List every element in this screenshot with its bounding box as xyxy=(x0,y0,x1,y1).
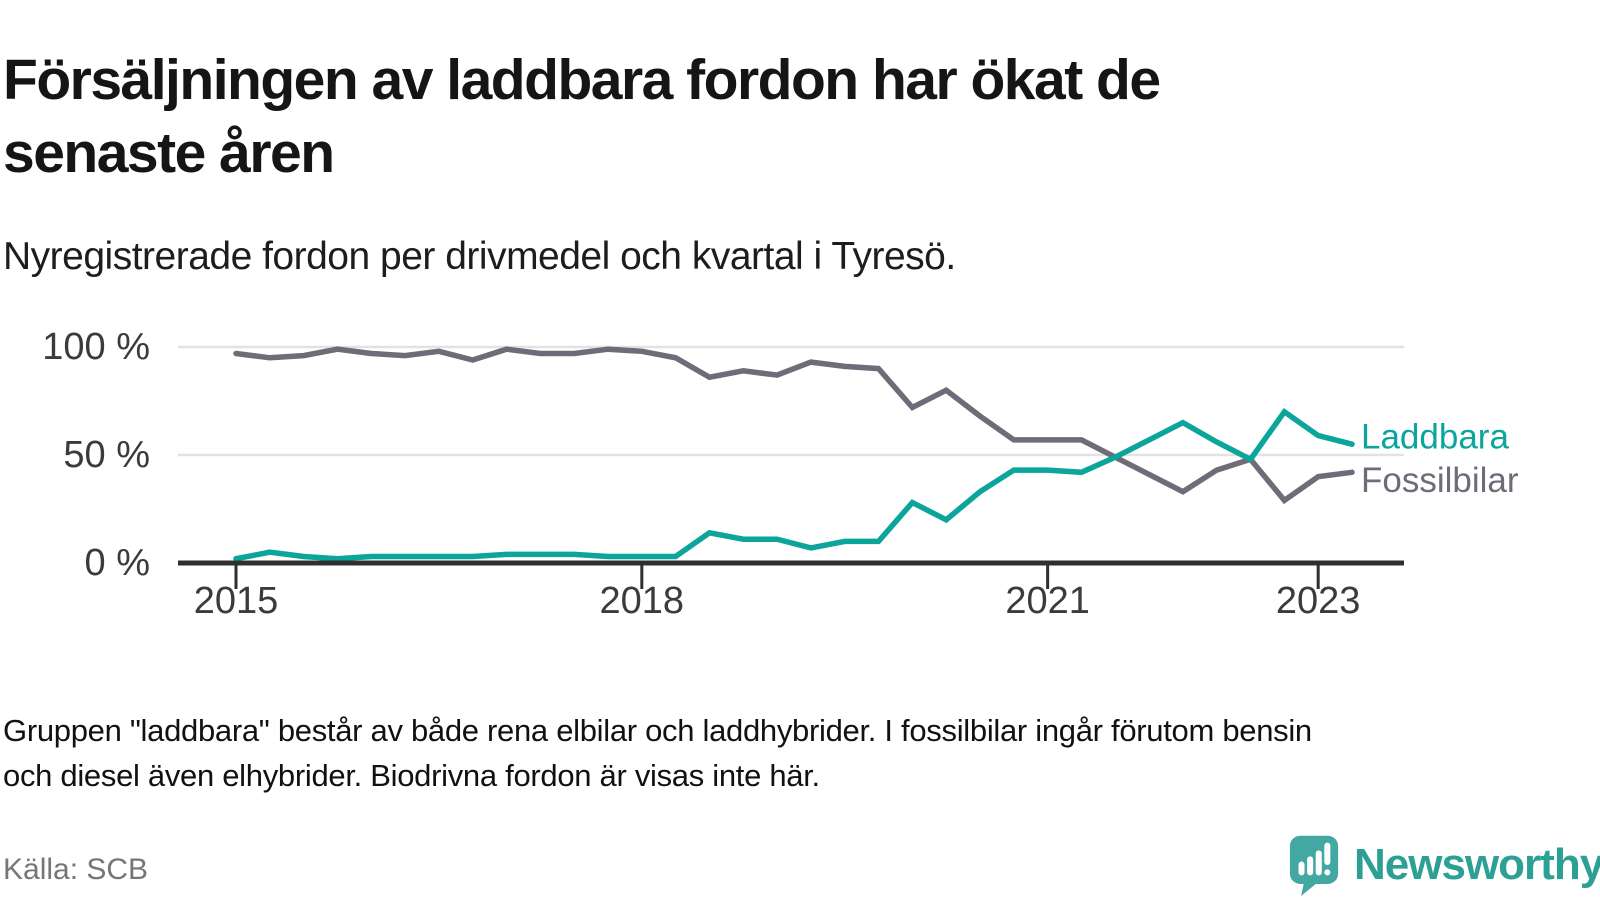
x-axis-tick-label: 2015 xyxy=(194,580,279,622)
page-subtitle: Nyregistrerade fordon per drivmedel och … xyxy=(3,235,956,278)
chart-footnote: Gruppen "laddbara" består av både rena e… xyxy=(3,713,1312,793)
series-label-fossilbilar: Fossilbilar xyxy=(1361,461,1519,500)
series-label-laddbara: Laddbara xyxy=(1361,418,1509,457)
source-label: Källa: SCB xyxy=(3,853,149,886)
page-title: Försäljningen av laddbara fordon har öka… xyxy=(3,48,1161,185)
newsworthy-logo: Newsworthy xyxy=(1288,834,1600,896)
x-axis-tick-label: 2018 xyxy=(600,580,685,622)
y-axis-tick-label: 50 % xyxy=(63,434,150,476)
series-line-laddbara xyxy=(233,407,1355,562)
y-axis-tick-label: 100 % xyxy=(42,326,150,368)
newsworthy-wordmark: Newsworthy xyxy=(1354,840,1600,889)
newsworthy-bubble-chart-icon xyxy=(1289,835,1339,896)
x-axis-tick-label: 2023 xyxy=(1276,580,1361,622)
x-axis-tick-label: 2021 xyxy=(1005,580,1090,622)
y-axis-tick-label: 0 % xyxy=(85,542,150,584)
series-line-fossilbilar xyxy=(233,346,1355,505)
